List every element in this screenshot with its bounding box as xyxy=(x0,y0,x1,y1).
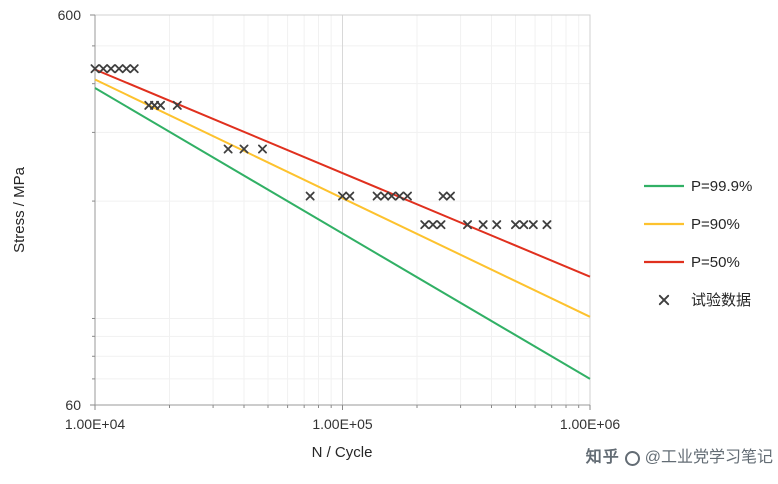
scatter-marker xyxy=(345,191,355,201)
scatter-marker xyxy=(239,144,249,154)
scatter-marker xyxy=(528,220,538,230)
watermark-handle: @工业党学习笔记 xyxy=(644,449,773,466)
scatter-marker xyxy=(305,191,315,201)
scatter-marker xyxy=(436,220,446,230)
y-tick-label: 600 xyxy=(58,7,82,23)
scatter-marker xyxy=(114,64,124,74)
scatter-marker xyxy=(372,191,382,201)
scatter-marker xyxy=(463,220,473,230)
x-tick-label: 1.00E+06 xyxy=(560,416,621,432)
legend-label: P=50% xyxy=(691,254,740,271)
scatter-marker xyxy=(492,220,502,230)
scatter-marker xyxy=(395,191,405,201)
legend-entry: 试验数据 xyxy=(658,292,751,309)
zhihu-logo: 知乎 xyxy=(585,449,620,466)
scatter-marker xyxy=(402,191,412,201)
legend-marker-sample xyxy=(658,294,670,306)
scatter-marker xyxy=(156,100,166,110)
scatter-marker xyxy=(121,64,131,74)
scatter-marker xyxy=(223,144,233,154)
scatter-marker xyxy=(445,191,455,201)
y-axis-title: Stress / MPa xyxy=(11,166,28,253)
x-tick-label: 1.00E+04 xyxy=(65,416,126,432)
legend-label: 试验数据 xyxy=(691,292,751,309)
scatter-marker xyxy=(106,64,116,74)
scatter-marker xyxy=(98,64,108,74)
legend-entry: P=99.9% xyxy=(644,178,752,195)
scatter-marker xyxy=(257,144,267,154)
legend-entry: P=50% xyxy=(644,254,740,271)
y-tick-label: 60 xyxy=(65,397,81,413)
x-tick-label: 1.00E+05 xyxy=(312,416,373,432)
scatter-marker xyxy=(510,220,520,230)
scatter-marker xyxy=(438,191,448,201)
scatter-marker xyxy=(129,64,139,74)
legend-label: P=90% xyxy=(691,216,740,233)
scatter-marker xyxy=(519,220,529,230)
watermark: 知乎 @工业党学习笔记 xyxy=(586,450,773,466)
scatter-marker xyxy=(172,100,182,110)
scatter-marker xyxy=(420,220,430,230)
scatter-marker xyxy=(428,220,438,230)
legend-label: P=99.9% xyxy=(691,178,752,195)
x-axis-title: N / Cycle xyxy=(312,444,373,461)
scatter-marker xyxy=(387,191,397,201)
legend-area: P=99.9% P=90% P=50% 试验数据 xyxy=(644,178,752,309)
scatter-marker xyxy=(338,191,347,201)
legend-entry: P=90% xyxy=(644,216,740,233)
watermark-avatar-icon xyxy=(624,450,640,466)
scatter-marker xyxy=(542,220,552,230)
scatter-marker xyxy=(478,220,488,230)
scatter-marker xyxy=(90,64,100,74)
scatter-marker xyxy=(380,191,390,201)
series-line xyxy=(94,78,591,318)
plot-area: 1.00E+04 1.00E+05 1.00E+06 600 60 xyxy=(58,7,621,432)
series-line xyxy=(94,87,591,380)
